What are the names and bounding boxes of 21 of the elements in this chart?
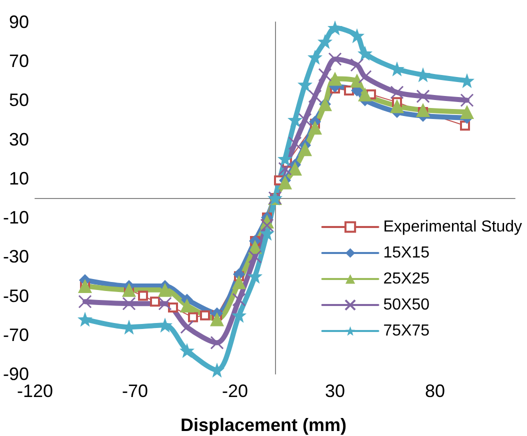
x-axis-title: Displacement (mm) xyxy=(180,415,347,435)
legend-label: 25X25 xyxy=(383,270,430,288)
x-tick-label: -20 xyxy=(222,381,248,401)
x-tick-label: -70 xyxy=(122,381,148,401)
y-tick-label: 30 xyxy=(8,129,30,150)
y-tick-label: -30 xyxy=(3,246,30,267)
legend-label: 15X15 xyxy=(383,244,430,262)
y-tick-label: -90 xyxy=(3,364,30,384)
x-tick-label: 30 xyxy=(324,381,346,401)
legend-label: 50X50 xyxy=(383,296,430,314)
y-tick-label: -10 xyxy=(3,208,30,228)
y-tick-label: 90 xyxy=(8,12,30,32)
x-tick-label: 80 xyxy=(424,381,446,401)
y-tick-label: 50 xyxy=(8,90,30,110)
y-tick-label: 70 xyxy=(8,51,30,72)
legend-label: 75X75 xyxy=(383,322,430,340)
y-tick-label: 10 xyxy=(8,168,30,188)
legend-label: Experimental Study xyxy=(383,218,522,236)
y-tick-label: -70 xyxy=(3,324,30,345)
x-tick-label: -120 xyxy=(17,381,54,401)
y-tick-label: -50 xyxy=(3,286,30,306)
